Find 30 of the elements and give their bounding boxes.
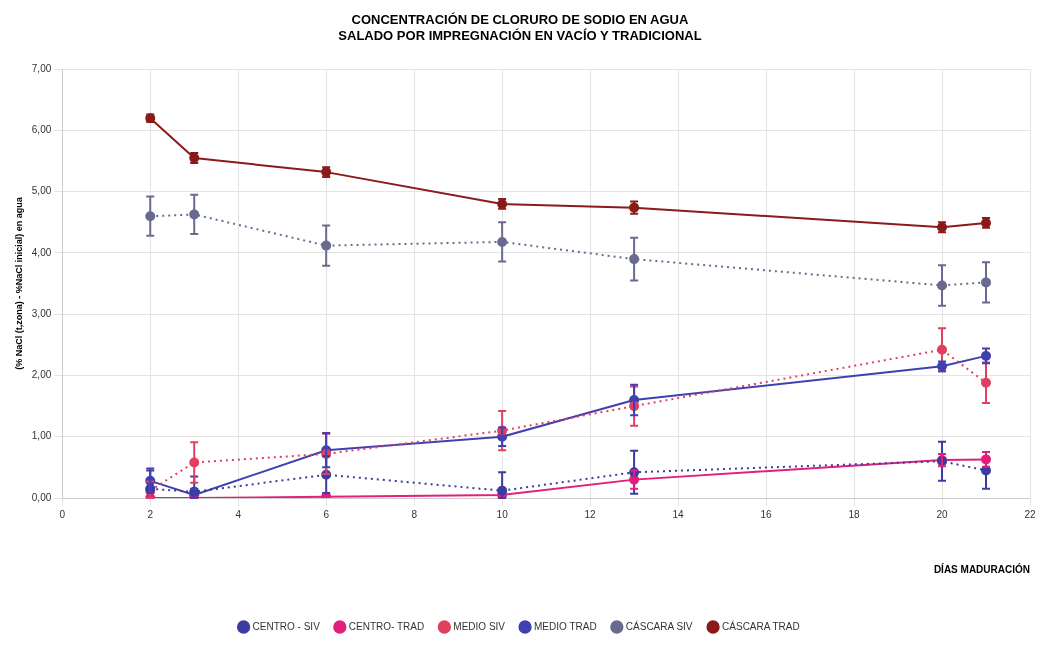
y-tick-label: 5,00 [31, 185, 52, 197]
x-tick-label: 8 [411, 508, 418, 520]
legend-label: MEDIO SIV [453, 620, 506, 632]
y-tick-label: 2,00 [31, 369, 52, 381]
x-tick-label: 10 [496, 508, 509, 520]
chart-subtitle: SALADO POR IMPREGNACIÓN EN VACÍO Y TRADICIONAL [338, 27, 702, 43]
legend-label: CENTRO- TRAD [348, 620, 425, 632]
y-tick-label: 7,00 [31, 62, 52, 74]
legend-label: CÁSCARA TRAD [722, 619, 800, 632]
x-tick-label: 16 [760, 508, 773, 520]
legend-label: CÁSCARA SIV [625, 619, 693, 632]
x-tick-label: 14 [672, 508, 685, 520]
y-tick-label: 0,00 [31, 491, 52, 503]
x-axis-title: DÍAS MADURACIÓN [933, 562, 1030, 575]
x-tick-label: 20 [936, 508, 949, 520]
x-tick-label: 0 [59, 508, 66, 520]
x-tick-label: 2 [147, 508, 154, 520]
y-tick-label: 3,00 [31, 307, 52, 319]
legend-label: CENTRO - SIV [252, 620, 321, 632]
y-axis-title: (% NaCl (t,zona) - %NaCl inicial) en agua [13, 196, 24, 370]
x-tick-label: 6 [323, 508, 330, 520]
x-tick-label: 22 [1024, 508, 1036, 520]
x-tick-label: 12 [584, 508, 597, 520]
y-tick-label: 6,00 [31, 124, 52, 136]
y-tick-label: 4,00 [31, 246, 52, 258]
chart-title: CONCENTRACIÓN DE CLORURO DE SODIO EN AGUA [351, 12, 690, 28]
x-tick-label: 18 [848, 508, 861, 520]
y-tick-label: 1,00 [31, 430, 52, 442]
legend-label: MEDIO TRAD [534, 620, 597, 632]
x-tick-label: 4 [235, 508, 242, 520]
